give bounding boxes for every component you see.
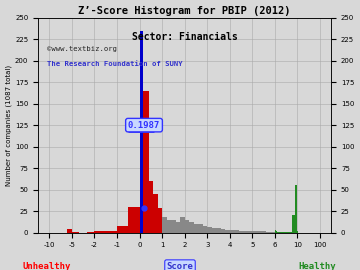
Bar — [194, 224, 198, 232]
Text: Healthy: Healthy — [298, 262, 336, 270]
Bar — [149, 181, 153, 232]
Bar — [212, 228, 216, 232]
Y-axis label: Number of companies (1087 total): Number of companies (1087 total) — [5, 65, 12, 186]
Bar — [243, 231, 248, 232]
Bar — [225, 230, 230, 232]
Bar — [248, 231, 252, 232]
Bar — [261, 231, 266, 232]
Bar — [171, 220, 176, 232]
Bar — [230, 230, 234, 232]
Bar — [276, 231, 277, 232]
Bar — [143, 91, 149, 232]
Text: Score: Score — [167, 262, 193, 270]
Text: Sector: Financials: Sector: Financials — [132, 32, 238, 42]
Bar — [180, 217, 185, 232]
Bar — [257, 231, 261, 232]
Bar — [252, 231, 257, 232]
Bar — [117, 226, 128, 232]
Bar — [221, 229, 225, 232]
Bar — [67, 229, 72, 232]
Text: The Research Foundation of SUNY: The Research Foundation of SUNY — [47, 61, 183, 67]
Bar — [203, 226, 207, 232]
Bar — [162, 217, 167, 232]
Bar — [294, 185, 297, 232]
Bar — [185, 220, 189, 232]
Bar — [207, 227, 212, 232]
Bar — [292, 215, 294, 232]
Bar — [158, 208, 162, 232]
Bar — [239, 231, 243, 232]
Bar — [275, 230, 276, 232]
Bar — [234, 230, 239, 232]
Bar — [216, 228, 221, 232]
Bar — [128, 207, 140, 232]
Bar — [198, 224, 203, 232]
Bar — [189, 222, 194, 232]
Text: 0.1987: 0.1987 — [128, 121, 160, 130]
Bar — [140, 31, 143, 232]
Title: Z’-Score Histogram for PBIP (2012): Z’-Score Histogram for PBIP (2012) — [78, 6, 291, 16]
Bar — [94, 231, 117, 232]
Bar — [176, 222, 180, 232]
Bar — [167, 221, 171, 232]
Text: Unhealthy: Unhealthy — [23, 262, 71, 270]
Text: ©www.textbiz.org: ©www.textbiz.org — [47, 46, 117, 52]
Bar — [153, 194, 158, 232]
